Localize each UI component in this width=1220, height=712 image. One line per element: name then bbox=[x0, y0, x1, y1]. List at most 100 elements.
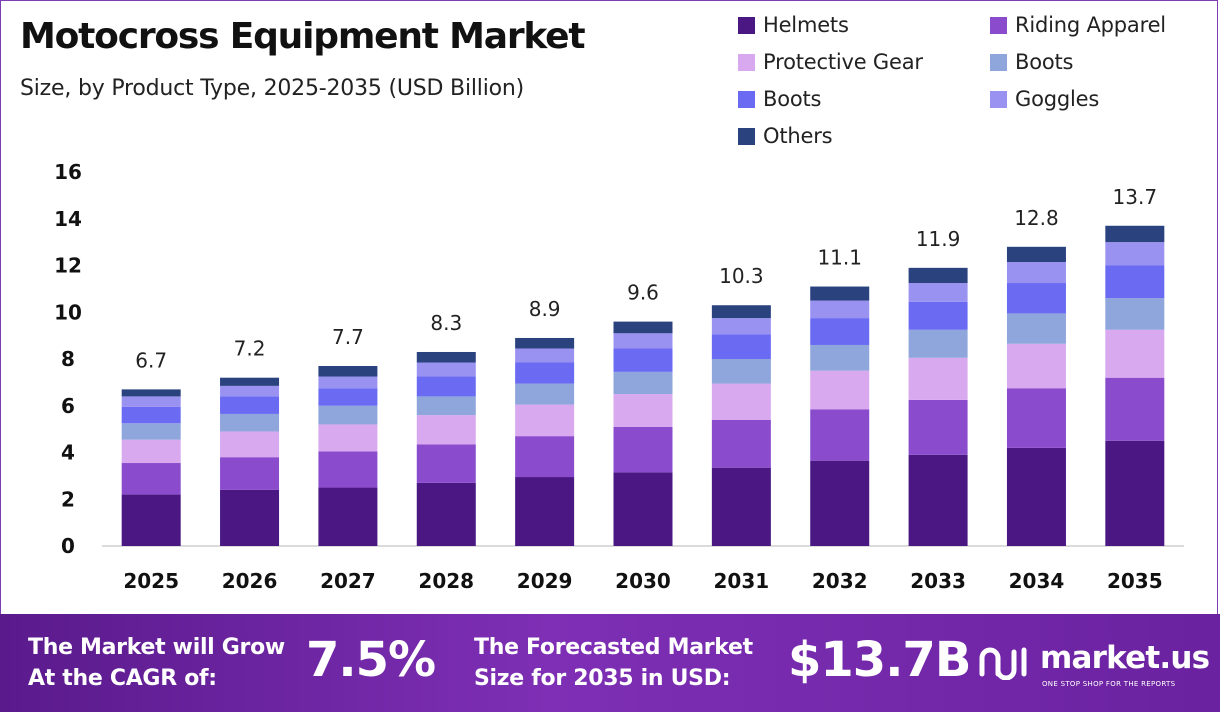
y-tick-label: 16 bbox=[54, 160, 82, 184]
bar-total-label: 8.9 bbox=[529, 297, 561, 321]
bar-segment bbox=[810, 300, 870, 319]
bar-segment bbox=[711, 419, 771, 468]
bar-segment bbox=[1105, 377, 1165, 441]
cagr-label-line2: At the CAGR of: bbox=[28, 666, 217, 691]
bar-total-label: 13.7 bbox=[1113, 185, 1158, 209]
bar-segment bbox=[908, 267, 968, 284]
bar-segment bbox=[1105, 265, 1165, 299]
bar-segment bbox=[515, 436, 575, 478]
bar-segment bbox=[711, 318, 771, 335]
bar-segment bbox=[220, 377, 280, 386]
bar-total-label: 8.3 bbox=[430, 311, 462, 335]
bar-segment bbox=[318, 451, 378, 488]
legend-item: Goggles bbox=[990, 86, 1208, 112]
bar-segment bbox=[810, 286, 870, 301]
bar-segment bbox=[318, 366, 378, 377]
bar-segment bbox=[416, 396, 476, 416]
bar-segment bbox=[810, 318, 870, 345]
bar-segment bbox=[908, 329, 968, 358]
bar-segment bbox=[318, 376, 378, 389]
bar-segment bbox=[515, 362, 575, 384]
y-tick-label: 4 bbox=[61, 441, 75, 465]
bar-segment bbox=[318, 405, 378, 425]
bar-segment bbox=[121, 423, 181, 440]
bar-segment bbox=[416, 444, 476, 483]
legend-label: Goggles bbox=[1015, 87, 1100, 111]
bar-total-label: 7.7 bbox=[332, 325, 364, 349]
legend-swatch bbox=[738, 53, 755, 71]
y-tick-label: 8 bbox=[61, 347, 75, 371]
bar-segment bbox=[1006, 313, 1066, 344]
bar-segment bbox=[711, 383, 771, 420]
x-tick-label: 2027 bbox=[320, 569, 376, 593]
legend-label: Boots bbox=[763, 87, 822, 111]
bar-segment bbox=[220, 431, 280, 458]
bar-segment bbox=[1006, 388, 1066, 448]
bar-segment bbox=[121, 463, 181, 495]
legend-swatch bbox=[990, 16, 1007, 34]
bar-segment bbox=[613, 333, 673, 349]
bar-segment bbox=[416, 376, 476, 397]
bar-segment bbox=[220, 385, 280, 397]
bar-total-label: 12.8 bbox=[1014, 206, 1059, 230]
bar-segment bbox=[1105, 440, 1165, 546]
cagr-value: 7.5% bbox=[306, 632, 436, 688]
brand-name: market.us bbox=[1040, 640, 1210, 676]
bar-segment bbox=[515, 477, 575, 546]
bar-segment bbox=[908, 357, 968, 400]
cagr-label: The Market will Grow At the CAGR of: bbox=[28, 632, 285, 694]
bar-segment bbox=[711, 467, 771, 546]
legend-label: Protective Gear bbox=[763, 50, 923, 74]
x-tick-label: 2026 bbox=[222, 569, 278, 593]
legend-item: Boots bbox=[990, 49, 1208, 75]
bar-segment bbox=[908, 399, 968, 455]
cagr-label-line1: The Market will Grow bbox=[28, 635, 285, 660]
bar-segment bbox=[515, 348, 575, 363]
bar-segment bbox=[908, 454, 968, 546]
forecast-label: The Forecasted Market Size for 2035 in U… bbox=[474, 632, 753, 694]
bar-total-label: 7.2 bbox=[234, 337, 266, 361]
bar-total-label: 9.6 bbox=[627, 281, 659, 305]
legend-label: Helmets bbox=[763, 13, 849, 37]
bar-segment bbox=[613, 426, 673, 473]
legend-item: Helmets bbox=[738, 12, 990, 38]
forecast-value: $13.7B bbox=[788, 632, 971, 688]
bar-segment bbox=[711, 359, 771, 384]
bar-segment bbox=[220, 489, 280, 546]
bar-segment bbox=[220, 396, 280, 414]
bar-segment bbox=[613, 371, 673, 395]
y-tick-label: 0 bbox=[61, 534, 75, 558]
bar-total-label: 11.9 bbox=[916, 227, 961, 251]
bar-segment bbox=[1105, 298, 1165, 330]
y-tick-label: 12 bbox=[54, 254, 82, 278]
y-tick-label: 2 bbox=[61, 487, 75, 511]
bar-total-label: 11.1 bbox=[817, 246, 862, 270]
bar-segment bbox=[810, 409, 870, 461]
bar-segment bbox=[613, 472, 673, 546]
bar-segment bbox=[515, 383, 575, 405]
bar-segment bbox=[416, 482, 476, 546]
y-tick-label: 10 bbox=[54, 300, 82, 324]
legend-label: Boots bbox=[1015, 50, 1074, 74]
legend-swatch bbox=[738, 127, 755, 145]
bar-segment bbox=[515, 337, 575, 349]
legend-swatch bbox=[990, 53, 1007, 71]
bar-segment bbox=[1105, 225, 1165, 243]
x-tick-label: 2030 bbox=[615, 569, 671, 593]
bar-segment bbox=[1006, 447, 1066, 546]
chart-subtitle: Size, by Product Type, 2025-2035 (USD Bi… bbox=[20, 76, 524, 101]
x-tick-label: 2035 bbox=[1107, 569, 1163, 593]
bar-segment bbox=[1105, 242, 1165, 266]
market-us-logo-icon bbox=[979, 647, 1027, 680]
chart-title: Motocross Equipment Market bbox=[20, 16, 586, 57]
y-tick-label: 14 bbox=[54, 207, 82, 231]
bar-segment bbox=[121, 439, 181, 464]
x-tick-label: 2034 bbox=[1009, 569, 1065, 593]
bar-segment bbox=[711, 305, 771, 319]
bar-segment bbox=[318, 424, 378, 452]
bar-segment bbox=[810, 344, 870, 371]
forecast-label-line1: The Forecasted Market bbox=[474, 635, 753, 660]
bar-segment bbox=[220, 413, 280, 432]
bar-segment bbox=[711, 334, 771, 359]
bar-segment bbox=[1006, 283, 1066, 314]
